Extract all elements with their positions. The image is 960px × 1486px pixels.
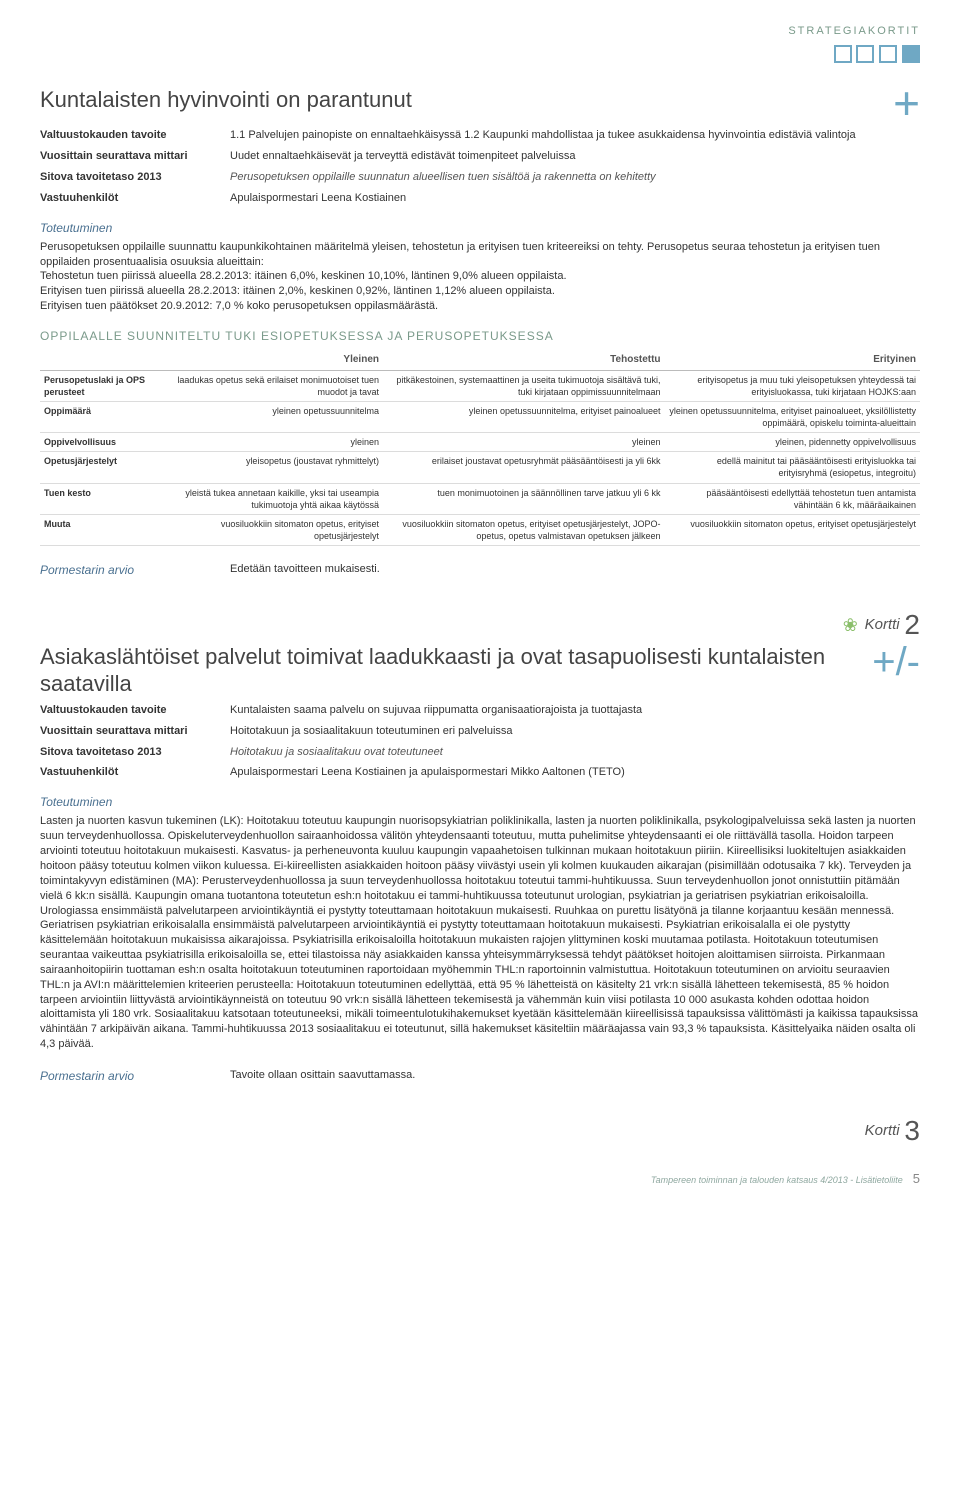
square-empty bbox=[879, 45, 897, 63]
table-row: Oppimääräyleinen opetussuunnitelmayleine… bbox=[40, 401, 920, 432]
support-cell-1-3: yleinen opetussuunnitelma, erityiset pai… bbox=[665, 401, 920, 432]
support-col-0 bbox=[40, 350, 170, 370]
card2-mayor-value: Tavoite ollaan osittain saavuttamassa. bbox=[230, 1068, 415, 1084]
support-cell-4-3: pääsääntöisesti edellyttää tehostetun tu… bbox=[665, 483, 920, 514]
square-filled bbox=[902, 45, 920, 63]
card1-sign-icon: + bbox=[860, 85, 920, 122]
strategy-card-1: Kuntalaisten hyvinvointi on parantunut +… bbox=[40, 85, 920, 578]
kortti2-num: 2 bbox=[904, 609, 920, 640]
card1-title: Kuntalaisten hyvinvointi on parantunut bbox=[40, 85, 860, 115]
card1-meta-value-1: Uudet ennaltaehkäisevät ja terveyttä edi… bbox=[230, 149, 920, 164]
support-col-2: Tehostettu bbox=[383, 350, 665, 370]
support-cell-0-2: pitkäkestoinen, systemaattinen ja useita… bbox=[383, 370, 665, 401]
support-cell-3-3: edellä mainitut tai pääsääntöisesti erit… bbox=[665, 452, 920, 483]
support-cell-4-1: yleistä tukea annetaan kaikille, yksi ta… bbox=[170, 483, 383, 514]
card2-toteutuminen-heading: Toteutuminen bbox=[40, 794, 920, 810]
card2-meta-value-0: Kuntalaisten saama palvelu on sujuvaa ri… bbox=[230, 703, 920, 718]
card1-toteutuminen-body: Perusopetuksen oppilaille suunnattu kaup… bbox=[40, 240, 920, 314]
support-table-title: OPPILAALLE SUUNNITELTU TUKI ESIOPETUKSES… bbox=[40, 328, 920, 344]
card2-meta-value-3: Apulaispormestari Leena Kostiainen ja ap… bbox=[230, 765, 920, 780]
card1-mayor-label: Pormestarin arvio bbox=[40, 562, 230, 578]
kortti3-num: 3 bbox=[904, 1115, 920, 1146]
support-cell-0-1: laadukas opetus sekä erilaiset monimuoto… bbox=[170, 370, 383, 401]
table-row: Opetusjärjestelytyleisopetus (joustavat … bbox=[40, 452, 920, 483]
support-cell-4-0: Tuen kesto bbox=[40, 483, 170, 514]
table-row: Tuen kestoyleistä tukea annetaan kaikill… bbox=[40, 483, 920, 514]
support-col-3: Erityinen bbox=[665, 350, 920, 370]
support-cell-5-1: vuosiluokkiin sitomaton opetus, erityise… bbox=[170, 514, 383, 545]
card2-meta-label-1: Vuosittain seurattava mittari bbox=[40, 724, 230, 739]
card2-toteutuminen-body: Lasten ja nuorten kasvun tukeminen (LK):… bbox=[40, 814, 920, 1052]
card1-mayor-value: Edetään tavoitteen mukaisesti. bbox=[230, 562, 380, 578]
support-table: YleinenTehostettuErityinen Perusopetusla… bbox=[40, 350, 920, 546]
kortti2-label: Kortti bbox=[865, 616, 900, 633]
page-footer: Tampereen toiminnan ja talouden katsaus … bbox=[40, 1170, 920, 1188]
table-row: Oppivelvollisuusyleinenyleinenyleinen, p… bbox=[40, 433, 920, 452]
card1-meta-label-2: Sitova tavoitetaso 2013 bbox=[40, 170, 230, 185]
card2-meta-value-2: Hoitotakuu ja sosiaalitakuu ovat toteutu… bbox=[230, 745, 920, 760]
section-tag: STRATEGIAKORTIT bbox=[40, 24, 920, 39]
support-cell-2-2: yleinen bbox=[383, 433, 665, 452]
card1-meta-label-3: Vastuuhenkilöt bbox=[40, 191, 230, 206]
table-row: Perusopetuslaki ja OPS perusteetlaadukas… bbox=[40, 370, 920, 401]
card2-title: Asiakaslähtöiset palvelut toimivat laadu… bbox=[40, 644, 840, 697]
card1-toteutuminen-heading: Toteutuminen bbox=[40, 220, 920, 236]
support-cell-1-1: yleinen opetussuunnitelma bbox=[170, 401, 383, 432]
support-cell-5-3: vuosiluokkiin sitomaton opetus, erityise… bbox=[665, 514, 920, 545]
kortti-2-badge: ❀ Kortti 2 bbox=[40, 606, 920, 644]
card1-meta-label-1: Vuosittain seurattava mittari bbox=[40, 149, 230, 164]
card1-meta-value-0: 1.1 Palvelujen painopiste on ennaltaehkä… bbox=[230, 128, 920, 143]
card1-meta-value-3: Apulaispormestari Leena Kostiainen bbox=[230, 191, 920, 206]
kortti-3-badge: Kortti 3 bbox=[40, 1112, 920, 1150]
card2-mayor-label: Pormestarin arvio bbox=[40, 1068, 230, 1084]
card2-meta-label-2: Sitova tavoitetaso 2013 bbox=[40, 745, 230, 760]
support-col-1: Yleinen bbox=[170, 350, 383, 370]
strategy-card-2: Asiakaslähtöiset palvelut toimivat laadu… bbox=[40, 644, 920, 1084]
support-cell-4-2: tuen monimuotoinen ja säännöllinen tarve… bbox=[383, 483, 665, 514]
card1-meta-label-0: Valtuustokauden tavoite bbox=[40, 128, 230, 143]
support-cell-2-0: Oppivelvollisuus bbox=[40, 433, 170, 452]
support-cell-3-2: erilaiset joustavat opetusryhmät pääsään… bbox=[383, 452, 665, 483]
support-cell-2-1: yleinen bbox=[170, 433, 383, 452]
support-cell-1-2: yleinen opetussuunnitelma, erityiset pai… bbox=[383, 401, 665, 432]
support-cell-0-3: erityisopetus ja muu tuki yleisopetuksen… bbox=[665, 370, 920, 401]
card2-meta-label-0: Valtuustokauden tavoite bbox=[40, 703, 230, 718]
support-cell-5-2: vuosiluokkiin sitomaton opetus, erityise… bbox=[383, 514, 665, 545]
support-cell-0-0: Perusopetuslaki ja OPS perusteet bbox=[40, 370, 170, 401]
card2-meta-value-1: Hoitotakuun ja sosiaalitakuun toteutumin… bbox=[230, 724, 920, 739]
kortti3-label: Kortti bbox=[865, 1122, 900, 1139]
card2-sign-icon: +/- bbox=[840, 644, 920, 680]
card2-meta-label-3: Vastuuhenkilöt bbox=[40, 765, 230, 780]
footer-source: Tampereen toiminnan ja talouden katsaus … bbox=[651, 1174, 903, 1186]
support-cell-3-1: yleisopetus (joustavat ryhmittelyt) bbox=[170, 452, 383, 483]
support-cell-2-3: yleinen, pidennetty oppivelvollisuus bbox=[665, 433, 920, 452]
progress-squares bbox=[40, 45, 920, 68]
footer-page-number: 5 bbox=[913, 1170, 920, 1188]
table-row: Muutavuosiluokkiin sitomaton opetus, eri… bbox=[40, 514, 920, 545]
support-cell-5-0: Muuta bbox=[40, 514, 170, 545]
square-empty bbox=[834, 45, 852, 63]
support-cell-1-0: Oppimäärä bbox=[40, 401, 170, 432]
card1-meta-value-2: Perusopetuksen oppilaille suunnatun alue… bbox=[230, 170, 920, 185]
tree-icon: ❀ bbox=[843, 615, 858, 635]
support-cell-3-0: Opetusjärjestelyt bbox=[40, 452, 170, 483]
square-empty bbox=[856, 45, 874, 63]
